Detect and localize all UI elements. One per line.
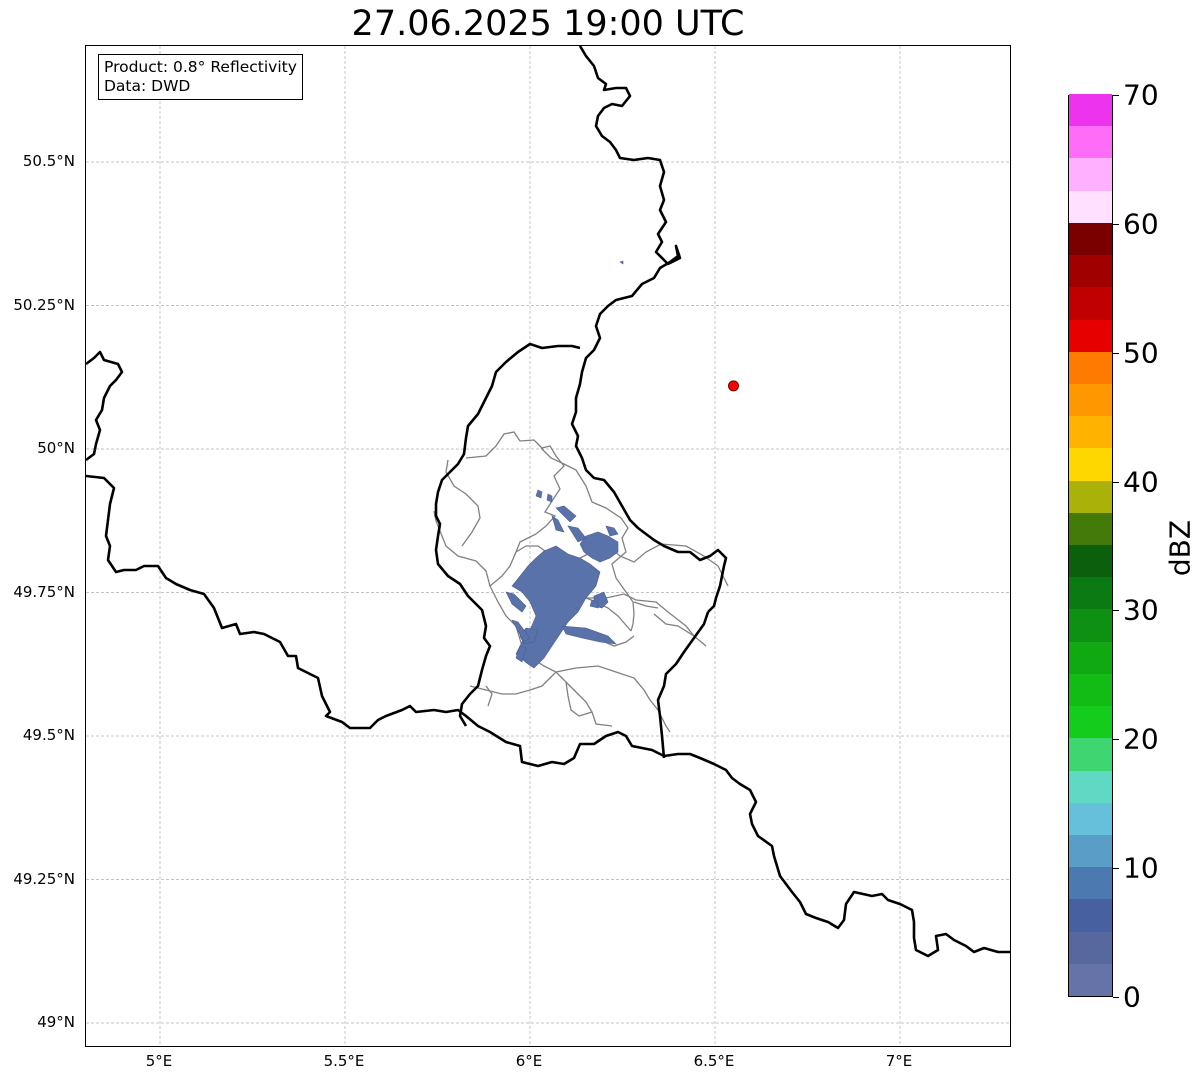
colorbar-segment [1069, 802, 1112, 835]
colorbar-segment [1069, 286, 1112, 320]
precip-streak [567, 525, 587, 543]
precip-streak [605, 525, 619, 537]
colorbar-segment [1069, 737, 1112, 771]
colorbar-tick-label: 60 [1123, 207, 1159, 241]
y-tick-label: 49.75°N [13, 582, 75, 601]
y-tick-label: 49.5°N [22, 726, 75, 744]
colorbar-tick-label: 70 [1123, 78, 1159, 112]
colorbar-tick-label: 0 [1123, 980, 1141, 1014]
precip-streak [505, 591, 527, 613]
colorbar-segment [1069, 608, 1112, 642]
colorbar-segment [1069, 222, 1112, 256]
precip-streak [511, 619, 531, 643]
precip-area-main [579, 531, 619, 563]
colorbar-segment [1069, 319, 1112, 352]
colorbar-segment [1069, 931, 1112, 964]
precip-streak [535, 489, 543, 499]
colorbar-segment [1069, 770, 1112, 803]
colorbar-tick-mark [1113, 610, 1119, 612]
border-luxembourg-west [434, 342, 581, 727]
colorbar-label: dBZ [1163, 519, 1197, 577]
colorbar-tick-label: 20 [1123, 722, 1159, 756]
colorbar-tick-mark [1113, 481, 1119, 483]
product-info-box: Product: 0.8° Reflectivity Data: DWD [98, 54, 303, 100]
colorbar-segment [1069, 254, 1112, 288]
colorbar-tick-mark [1113, 868, 1119, 870]
y-tick-label: 50.5°N [22, 152, 75, 170]
colorbar-tick-label: 10 [1123, 851, 1159, 885]
colorbar-segment [1069, 963, 1112, 996]
colorbar-segment [1069, 898, 1112, 932]
colorbar-segment [1069, 576, 1112, 610]
colorbar-segment [1069, 866, 1112, 900]
district-boundary [489, 585, 613, 727]
colorbar-segment [1069, 190, 1112, 223]
district-boundary [485, 685, 493, 707]
district-boundary [555, 665, 671, 733]
border-germany-belgium-luxembourg [570, 46, 728, 613]
x-tick-label: 7°E [885, 1052, 913, 1070]
border-lux-germany-east [656, 611, 710, 759]
precipitation-echoes [505, 260, 624, 669]
precip-streak [546, 493, 553, 503]
district-boundary [565, 681, 593, 717]
map-canvas[interactable] [86, 46, 1011, 1047]
x-tick-label: 5.5°E [323, 1052, 365, 1070]
colorbar [1068, 93, 1113, 997]
y-tick-label: 49°N [37, 1013, 75, 1031]
colorbar-tick-mark [1113, 739, 1119, 741]
colorbar-segment [1069, 157, 1112, 191]
colorbar-tick-mark [1113, 352, 1119, 354]
district-boundary [433, 431, 565, 588]
colorbar-segment [1069, 125, 1112, 159]
colorbar-segment [1069, 480, 1112, 513]
colorbar-tick-mark [1113, 997, 1119, 998]
colorbar-segment [1069, 641, 1112, 674]
district-boundary [469, 671, 557, 695]
national-borders [86, 46, 1010, 958]
colorbar-tick-mark [1113, 95, 1119, 96]
colorbar-segment [1069, 673, 1112, 707]
colorbar-tick-mark [1113, 223, 1119, 225]
border-france-lux-germany [86, 474, 1010, 958]
colorbar-segment [1069, 351, 1112, 384]
district-boundary [445, 459, 481, 547]
colorbar-tick-label: 50 [1123, 336, 1159, 370]
colorbar-segment [1069, 415, 1112, 449]
colorbar-segment [1069, 705, 1112, 739]
district-boundary [586, 593, 695, 637]
x-tick-label: 5°E [145, 1052, 173, 1070]
data-source-label: Data: DWD [104, 77, 191, 95]
colorbar-segment [1069, 544, 1112, 578]
precip-streak [551, 515, 565, 533]
colorbar-segment [1069, 512, 1112, 545]
y-tick-label: 50.25°N [13, 295, 75, 314]
precip-streak [515, 645, 527, 663]
x-tick-label: 6.5°E [693, 1052, 735, 1070]
precip-streak [589, 599, 599, 609]
colorbar-segment [1069, 93, 1112, 127]
product-label: Product: 0.8° Reflectivity [104, 58, 297, 76]
radar-site-marker[interactable] [728, 380, 739, 392]
map-title: 27.06.2025 19:00 UTC [351, 4, 745, 44]
y-tick-label: 49.25°N [13, 869, 75, 888]
colorbar-tick-label: 30 [1123, 593, 1159, 627]
colorbar-segment [1069, 834, 1112, 868]
precip-streak [561, 625, 617, 645]
precip-streak [619, 260, 624, 265]
map-panel[interactable] [85, 45, 1011, 1047]
district-boundary [540, 447, 635, 632]
x-tick-label: 6°E [515, 1052, 543, 1070]
district-boundary [653, 613, 707, 647]
district-boundary [633, 601, 659, 609]
border-belgium-france-west [86, 350, 124, 462]
colorbar-segment [1069, 383, 1112, 417]
colorbar-segment [1069, 447, 1112, 481]
y-tick-label: 50°N [37, 439, 75, 457]
colorbar-tick-label: 40 [1123, 465, 1159, 499]
precip-streak [555, 505, 577, 523]
